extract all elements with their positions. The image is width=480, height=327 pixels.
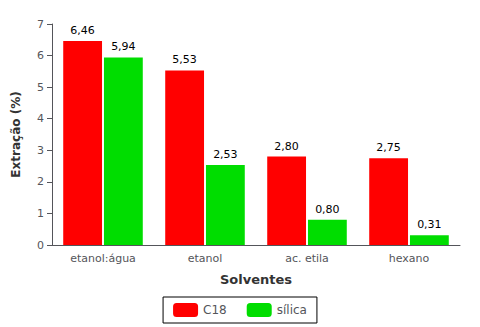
svg-text:6,46: 6,46 [70, 24, 95, 37]
svg-text:1: 1 [37, 207, 44, 220]
svg-text:etanol:água: etanol:água [70, 252, 136, 265]
svg-text:2,53: 2,53 [213, 148, 238, 161]
svg-text:Extração (%): Extração (%) [9, 91, 23, 177]
svg-text:5,94: 5,94 [111, 40, 135, 53]
svg-text:Solventes: Solventes [220, 272, 292, 287]
svg-text:2: 2 [37, 175, 44, 188]
svg-text:3: 3 [37, 144, 44, 157]
svg-text:0,31: 0,31 [417, 218, 442, 231]
svg-text:4: 4 [37, 112, 44, 125]
svg-text:5: 5 [37, 81, 44, 94]
svg-text:7: 7 [37, 18, 44, 31]
svg-text:C18: C18 [203, 303, 227, 317]
svg-text:2,80: 2,80 [274, 140, 299, 153]
svg-text:ac. etila: ac. etila [285, 252, 329, 265]
svg-text:6: 6 [37, 49, 44, 62]
svg-text:etanol: etanol [188, 252, 223, 265]
svg-text:0,80: 0,80 [315, 203, 340, 216]
svg-text:hexano: hexano [389, 252, 430, 265]
svg-text:sílica: sílica [277, 303, 307, 317]
svg-text:5,53: 5,53 [172, 53, 197, 66]
svg-text:0: 0 [37, 239, 44, 252]
svg-text:2,75: 2,75 [376, 141, 401, 154]
